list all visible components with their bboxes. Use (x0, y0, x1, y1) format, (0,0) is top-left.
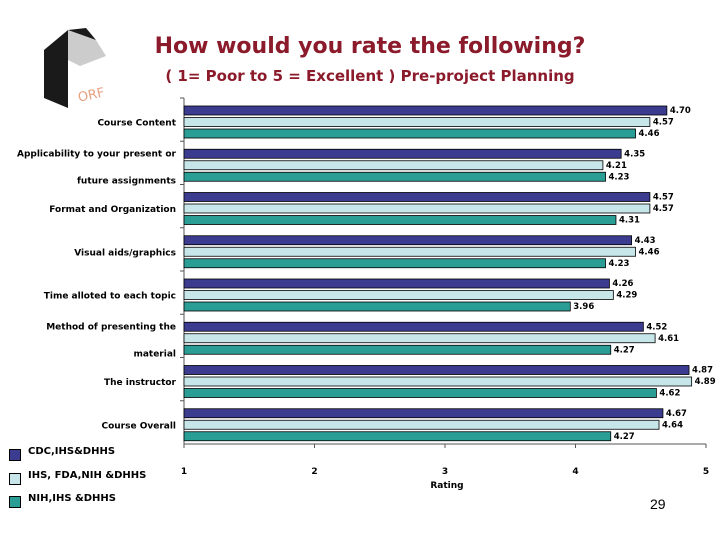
bar (183, 171, 606, 182)
data-label: 4.23 (609, 172, 630, 182)
legend-label-series-1: CDC,IHS&DHHS (28, 446, 116, 457)
data-label: 4.61 (658, 334, 679, 344)
slide-subtitle: ( 1= Poor to 5 = Excellent ) Pre-project… (165, 67, 575, 85)
bar (183, 215, 617, 225)
legend-label-series-3: NIH,IHS &DHHS (28, 493, 116, 504)
bar (183, 160, 604, 171)
legend-item-series-1: CDC,IHS&DHHS (4, 444, 168, 464)
category-label: Format and Organization (49, 205, 176, 215)
logo-top-face (68, 28, 96, 40)
bar (183, 278, 610, 289)
legend-swatch-series-2 (9, 473, 21, 485)
x-tick-label: 1 (181, 467, 187, 477)
bar (183, 388, 657, 398)
legend-swatch-series-1 (9, 449, 21, 461)
orf-logo (44, 28, 106, 108)
bar (183, 408, 664, 419)
data-label: 4.27 (614, 432, 635, 442)
category-label: Course Content (97, 119, 176, 129)
x-tick-label: 2 (311, 467, 317, 477)
category-label: Course Overall (101, 421, 176, 431)
bar (183, 235, 633, 246)
bar (183, 419, 660, 430)
plot-area: 1 2 3 4 5 Rating Course Content Applicability t… (17, 97, 716, 491)
logo-light-face (68, 30, 106, 66)
bar (183, 192, 651, 202)
data-label: 4.21 (606, 161, 627, 171)
bar (183, 117, 651, 127)
bar (183, 365, 690, 375)
data-label: 4.27 (614, 345, 635, 355)
x-tick-label: 4 (572, 467, 578, 477)
data-label: 4.62 (659, 389, 680, 399)
data-label: 3.96 (573, 302, 594, 312)
data-label: 4.26 (612, 279, 633, 289)
bar (183, 344, 612, 355)
bar (183, 321, 644, 332)
legend-item-series-3: NIH,IHS &DHHS (4, 491, 168, 511)
category-label: Method of presenting the (46, 322, 176, 332)
bar (183, 148, 622, 159)
bar (183, 376, 693, 387)
data-label: 4.57 (653, 204, 674, 214)
data-label: 4.52 (646, 322, 667, 332)
category-label: Time alloted to each topic (44, 292, 176, 302)
bar (183, 203, 651, 214)
data-label: 4.87 (692, 366, 713, 376)
data-label: 4.43 (635, 236, 656, 246)
bar (183, 105, 668, 116)
data-label: 4.67 (666, 409, 687, 419)
data-label: 4.57 (653, 193, 674, 203)
data-label: 4.57 (653, 118, 674, 128)
bar (183, 258, 606, 269)
data-label: 4.89 (695, 377, 716, 387)
data-label: 4.70 (670, 106, 691, 116)
category-label: Visual aids/graphics (74, 248, 176, 258)
data-label: 4.46 (639, 247, 660, 257)
data-label: 4.64 (662, 420, 683, 430)
legend-label-series-2: IHS, FDA,NIH &DHHS (28, 470, 147, 481)
bar (183, 431, 612, 442)
data-label: 4.29 (616, 291, 637, 301)
bar (183, 128, 636, 139)
logo-dark-face (44, 30, 68, 108)
category-label: Applicability to your present or (17, 149, 177, 159)
bar (183, 246, 636, 257)
category-label: material (133, 349, 176, 359)
bar (183, 290, 614, 300)
data-label: 4.35 (624, 149, 645, 159)
legend-swatch-series-3 (9, 496, 21, 508)
legend-item-series-2: IHS, FDA,NIH &DHHS (4, 468, 168, 488)
bar (183, 301, 571, 312)
x-tick-label: 5 (703, 467, 709, 477)
x-axis-label: Rating (430, 481, 463, 491)
slide-title: How would you rate the following? (154, 34, 586, 59)
bar (183, 333, 656, 344)
page-number: 29 (650, 496, 666, 512)
x-tick-label: 3 (442, 467, 448, 477)
data-label: 4.31 (619, 216, 640, 226)
category-label: The instructor (104, 378, 177, 388)
data-label: 4.46 (639, 129, 660, 139)
data-label: 4.23 (609, 259, 630, 269)
category-label: future assignments (77, 176, 176, 186)
